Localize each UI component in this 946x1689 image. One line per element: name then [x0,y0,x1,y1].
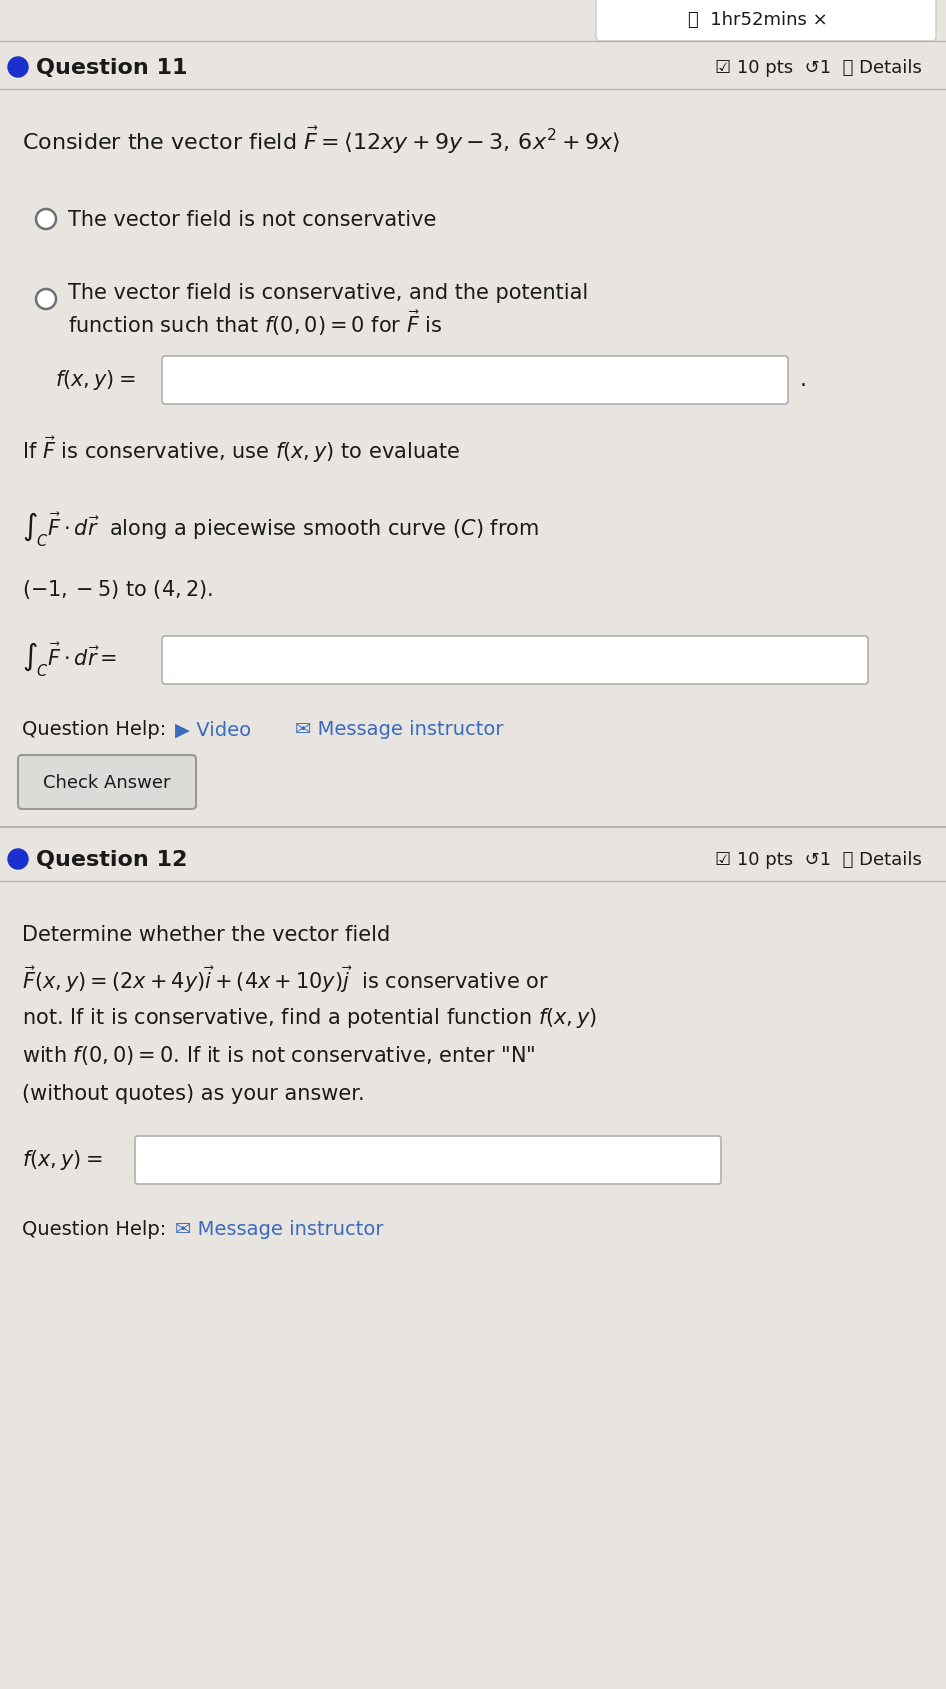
Text: not. If it is conservative, find a potential function $f(x, y)$: not. If it is conservative, find a poten… [22,1005,597,1029]
Text: Question 12: Question 12 [36,850,187,870]
Text: $\int_C \vec{F} \cdot d\vec{r}$  along a piecewise smooth curve $(C)$ from: $\int_C \vec{F} \cdot d\vec{r}$ along a … [22,510,539,549]
Text: ☑ 10 pts  ↺1  ⓘ Details: ☑ 10 pts ↺1 ⓘ Details [715,59,922,78]
Text: ✉ Message instructor: ✉ Message instructor [295,720,503,740]
Text: .: . [800,370,807,390]
Text: $(-1,-5)$ to $(4,2)$.: $(-1,-5)$ to $(4,2)$. [22,578,213,601]
Text: Question Help:: Question Help: [22,720,166,740]
Text: Question Help:: Question Help: [22,1219,166,1238]
FancyBboxPatch shape [596,0,936,42]
Text: The vector field is conservative, and the potential: The vector field is conservative, and th… [68,282,588,302]
Text: Determine whether the vector field: Determine whether the vector field [22,924,391,944]
Circle shape [8,850,28,870]
Text: function such that $f(0,0) = 0$ for $\vec{F}$ is: function such that $f(0,0) = 0$ for $\ve… [68,307,443,338]
Text: Check Answer: Check Answer [44,774,170,792]
Text: ☑ 10 pts  ↺1  ⓘ Details: ☑ 10 pts ↺1 ⓘ Details [715,851,922,868]
Text: The vector field is not conservative: The vector field is not conservative [68,209,436,230]
Text: ▶ Video: ▶ Video [175,720,251,740]
Circle shape [8,57,28,78]
Text: $\int_C \vec{F} \cdot d\vec{r} =$: $\int_C \vec{F} \cdot d\vec{r} =$ [22,640,117,679]
Text: ⧖  1hr52mins ×: ⧖ 1hr52mins × [688,12,828,29]
Circle shape [36,291,56,309]
FancyBboxPatch shape [18,755,196,809]
Text: Question 11: Question 11 [36,57,187,78]
FancyBboxPatch shape [162,356,788,405]
Text: with $f(0,0) = 0$. If it is not conservative, enter "N": with $f(0,0) = 0$. If it is not conserva… [22,1044,535,1067]
FancyBboxPatch shape [135,1137,721,1184]
Text: If $\vec{F}$ is conservative, use $f(x, y)$ to evaluate: If $\vec{F}$ is conservative, use $f(x, … [22,434,460,464]
Text: (without quotes) as your answer.: (without quotes) as your answer. [22,1083,364,1103]
Text: $\vec{F}(x,y) = (2x + 4y)\vec{i} + (4x + 10y)\vec{j}$  is conservative or: $\vec{F}(x,y) = (2x + 4y)\vec{i} + (4x +… [22,964,549,995]
Text: $f(x,y) =$: $f(x,y) =$ [55,368,135,392]
Circle shape [36,209,56,230]
Text: Consider the vector field $\vec{F} = \langle 12xy + 9y - 3,\, 6x^2 + 9x\rangle$: Consider the vector field $\vec{F} = \la… [22,125,620,155]
Text: $f(x, y) =$: $f(x, y) =$ [22,1147,102,1170]
Text: ✉ Message instructor: ✉ Message instructor [175,1219,383,1238]
FancyBboxPatch shape [162,637,868,684]
